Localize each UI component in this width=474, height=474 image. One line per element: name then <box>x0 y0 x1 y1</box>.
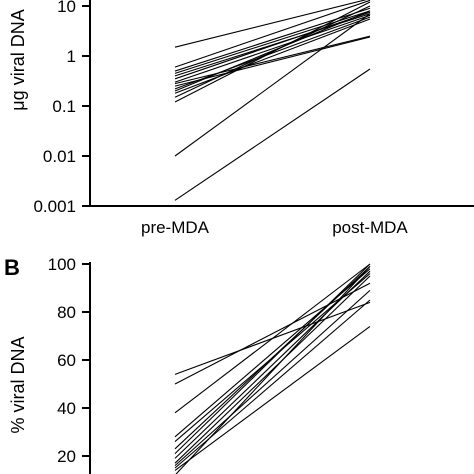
panel-a-series-line-11 <box>174 10 371 92</box>
panel-a-lines <box>174 0 371 201</box>
panel-b-series-line-6 <box>174 265 371 450</box>
panel-b-series-line-8 <box>174 270 371 459</box>
panel-b-series-line-10 <box>174 289 371 467</box>
panel-a-series-line-15 <box>174 13 371 157</box>
panel-a-series-line-16 <box>174 68 371 201</box>
panel-a-y-axis-title: μg viral DNA <box>8 9 28 110</box>
panel-a-y-tick-label: 10 <box>57 0 76 16</box>
panel-b-series-line-12 <box>174 325 371 471</box>
panel-a-y-tick-label: 0.01 <box>43 147 76 166</box>
panel-b-lines <box>174 263 371 474</box>
panel-b-chart: B 20 40 60 80 100 % viral DNA <box>4 255 371 474</box>
panel-b-series-line-7 <box>174 263 371 454</box>
panel-a-series-line-10 <box>174 16 371 90</box>
panel-b-y-axis-title: % viral DNA <box>8 336 28 433</box>
panel-a-y-tick-label: 0.001 <box>33 197 76 216</box>
panel-b-y-tick-label: 20 <box>57 447 76 466</box>
panel-b-series-line-2 <box>174 282 371 385</box>
panel-b-label: B <box>4 255 20 280</box>
panel-a-series-line-7 <box>174 14 371 83</box>
panel-b-series-line-3 <box>174 263 371 414</box>
panel-a-chart: 0.001 0.01 0.1 1 10 pre-MDA post-MDA μg vira… <box>8 0 474 237</box>
panel-b-series-line-9 <box>174 275 371 464</box>
panel-a-x-tick-post: post-MDA <box>332 218 408 237</box>
panel-a-y-ticks: 0.001 0.01 0.1 1 10 <box>33 0 90 216</box>
panel-a-series-line-2 <box>174 0 371 68</box>
panel-b-y-tick-label: 40 <box>57 399 76 418</box>
panel-b-series-line-11 <box>174 299 371 469</box>
panel-a-series-line-1 <box>174 0 368 48</box>
panel-a-series-line-8 <box>174 35 371 85</box>
panel-b-series-line-13 <box>175 266 371 474</box>
panel-b-y-tick-label: 60 <box>57 351 76 370</box>
panel-a-y-tick-label: 0.1 <box>52 97 76 116</box>
panel-a-series-line-12 <box>174 18 371 94</box>
panel-a-x-tick-pre: pre-MDA <box>141 218 210 237</box>
panel-a-series-line-14 <box>174 1 371 103</box>
panel-a-series-line-6 <box>174 11 371 80</box>
panel-b-y-ticks: 20 40 60 80 100 <box>48 255 90 466</box>
panel-a-y-tick-label: 1 <box>67 47 76 66</box>
panel-b-y-tick-label: 100 <box>48 255 76 274</box>
panel-b-y-tick-label: 80 <box>57 303 76 322</box>
